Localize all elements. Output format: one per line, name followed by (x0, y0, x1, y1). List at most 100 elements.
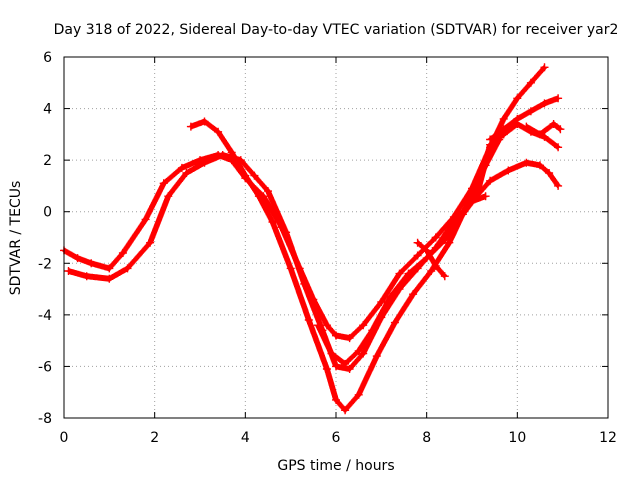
data-point (522, 122, 531, 131)
data-point (227, 148, 236, 157)
series-satellite-track-7 (486, 94, 563, 144)
data-point (468, 184, 476, 193)
data-point (264, 187, 272, 196)
data-point (268, 218, 277, 226)
data-point (427, 267, 436, 275)
x-tick-label: 4 (241, 430, 250, 446)
data-point (300, 279, 309, 288)
data-point (372, 352, 381, 361)
data-point (458, 207, 467, 216)
data-point (440, 272, 449, 281)
data-point (540, 132, 549, 141)
data-point (73, 254, 82, 263)
data-point (82, 272, 91, 281)
data-point (554, 94, 563, 103)
data-point (472, 192, 481, 201)
data-point (186, 122, 195, 131)
data-point (481, 192, 490, 201)
data-point (431, 261, 440, 270)
data-point (554, 143, 563, 152)
data-point (354, 347, 363, 355)
x-axis-label: GPS time / hours (277, 458, 394, 474)
data-point (386, 292, 395, 301)
data-point (431, 233, 440, 242)
data-point (250, 171, 259, 180)
data-point (395, 269, 404, 278)
y-tick-label: -2 (38, 256, 52, 272)
data-point (105, 274, 114, 283)
data-point (445, 223, 454, 232)
y-tick-label: -6 (38, 359, 52, 375)
data-point (313, 321, 322, 330)
data-point (413, 251, 422, 260)
data-point (214, 127, 223, 136)
data-point (322, 321, 331, 330)
data-point (499, 125, 508, 134)
data-point (200, 117, 209, 126)
data-point (341, 359, 350, 368)
data-point (526, 107, 535, 116)
data-point (536, 161, 544, 170)
data-point (322, 365, 331, 373)
y-tick-label: -4 (38, 308, 52, 324)
data-point (218, 151, 227, 159)
data-point (345, 365, 354, 373)
data-point (486, 176, 495, 185)
x-tick-label: 10 (508, 430, 526, 446)
data-point (177, 163, 186, 172)
data-point (332, 331, 340, 340)
data-point (554, 181, 563, 190)
data-point (556, 125, 565, 134)
data-point (345, 334, 354, 343)
data-point (536, 130, 544, 139)
data-point (332, 362, 340, 371)
data-point (499, 114, 508, 123)
data-series (60, 63, 565, 415)
axis-ticks: 0 2 4 6 8 10 12 -8 -6 -4 -2 0 2 4 6 (38, 50, 617, 446)
y-tick-label: 0 (43, 205, 52, 221)
data-point (141, 215, 150, 224)
data-point (200, 158, 209, 167)
data-point (504, 166, 513, 175)
data-point (354, 390, 363, 399)
x-tick-label: 8 (422, 430, 431, 446)
chart-title: Day 318 of 2022, Sidereal Day-to-day VTE… (54, 22, 619, 38)
data-point (241, 171, 250, 180)
y-tick-label: -8 (38, 411, 52, 427)
data-point (413, 238, 422, 247)
data-point (368, 326, 377, 335)
data-point (545, 169, 554, 177)
data-point (513, 94, 522, 103)
data-point (64, 267, 73, 275)
data-point (304, 316, 313, 324)
data-point (105, 264, 114, 273)
x-tick-label: 2 (150, 430, 159, 446)
data-point (549, 120, 558, 128)
data-point (164, 192, 173, 201)
data-point (440, 236, 449, 245)
data-point (486, 135, 495, 144)
data-point (540, 63, 549, 72)
data-point (282, 228, 291, 237)
data-point (87, 259, 96, 268)
data-point (123, 264, 132, 273)
y-tick-label: 4 (43, 102, 52, 118)
data-point (513, 114, 522, 123)
data-point (146, 238, 155, 247)
data-point (422, 246, 431, 255)
x-tick-label: 0 (60, 430, 69, 446)
x-tick-label: 12 (599, 430, 617, 446)
data-point (526, 78, 535, 87)
data-point (341, 406, 350, 415)
data-point (522, 158, 531, 167)
data-point (182, 169, 191, 177)
data-point (327, 349, 336, 358)
data-point (359, 349, 368, 358)
data-point (390, 318, 399, 327)
data-point (332, 395, 340, 404)
y-tick-label: 6 (43, 50, 52, 66)
x-tick-label: 6 (332, 430, 341, 446)
series-satellite-track-6 (445, 120, 563, 232)
